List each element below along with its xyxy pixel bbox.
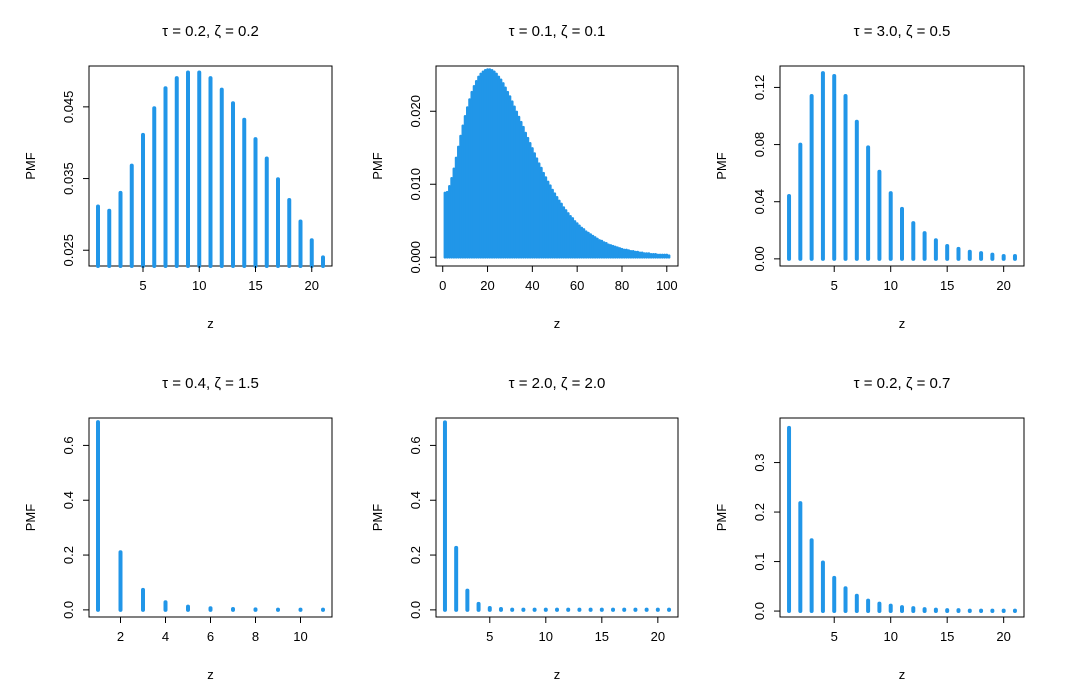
x-tick-label: 10 — [883, 278, 897, 293]
y-tick-label: 0.020 — [408, 95, 423, 128]
panel-5: τ = 2.0, ζ = 2.0 z PMF 5 10 15 20 0.0 0.2 0.4 0… — [370, 375, 679, 682]
y-tick-label: 0.0 — [61, 601, 76, 619]
panel-title: τ = 2.0, ζ = 2.0 — [509, 375, 606, 392]
y-tick-label: 0.6 — [61, 436, 76, 454]
y-tick-label: 0.1 — [752, 553, 767, 571]
bar-series — [442, 420, 672, 612]
x-axis-label: z — [554, 667, 561, 682]
x-tick-label: 20 — [996, 278, 1010, 293]
x-tick-label: 4 — [162, 629, 169, 644]
x-axis-label: z — [207, 667, 214, 682]
x-axis-label: z — [899, 316, 906, 331]
y-axis-label: PMF — [714, 504, 729, 532]
x-tick-label: 0 — [439, 278, 446, 293]
y-tick-label: 0.04 — [752, 189, 767, 214]
y-tick-label: 0.2 — [61, 546, 76, 564]
y-axis-label: PMF — [370, 504, 385, 532]
x-tick-label: 5 — [486, 629, 493, 644]
plot-frame — [88, 417, 333, 618]
x-tick-label: 40 — [525, 278, 539, 293]
x-tick-label: 20 — [480, 278, 494, 293]
y-tick-label: 0.025 — [61, 234, 76, 267]
x-tick-label: 10 — [293, 629, 307, 644]
plot-frame — [435, 65, 679, 267]
plot-frame — [779, 65, 1025, 267]
bar-series — [787, 425, 1017, 614]
panel-title: τ = 0.1, ζ = 0.1 — [509, 23, 606, 40]
plot-frame — [435, 417, 679, 618]
y-tick-label: 0.010 — [408, 168, 423, 201]
bar-series — [787, 71, 1017, 261]
x-tick-label: 15 — [248, 278, 262, 293]
panel-2: τ = 0.1, ζ = 0.1 z PMF 0 20 40 60 80 100 0.000… — [370, 23, 679, 331]
panel-6: τ = 0.2, ζ = 0.7 z PMF 5 10 15 20 0.0 0.1 0.2 0… — [714, 375, 1025, 682]
x-tick-label: 10 — [192, 278, 206, 293]
x-tick-label: 15 — [940, 629, 954, 644]
panel-4: τ = 0.4, ζ = 1.5 z PMF 2 4 6 8 10 0.0 0.2 0.4 0.… — [23, 375, 333, 682]
panel-3: τ = 3.0, ζ = 0.5 z PMF 5 10 15 20 0.00 0.04 0.… — [714, 23, 1025, 331]
x-tick-label: 100 — [656, 278, 678, 293]
x-tick-label: 5 — [139, 278, 146, 293]
y-axis-label: PMF — [23, 504, 38, 532]
y-tick-label: 0.2 — [752, 503, 767, 521]
bar-series — [443, 68, 671, 259]
y-tick-label: 0.045 — [61, 91, 76, 124]
y-tick-label: 0.0 — [752, 602, 767, 620]
x-axis-label: z — [554, 316, 561, 331]
y-tick-label: 0.6 — [408, 436, 423, 454]
x-tick-label: 10 — [539, 629, 553, 644]
y-tick-label: 0.12 — [752, 75, 767, 100]
y-axis-label: PMF — [714, 152, 729, 180]
panel-1: τ = 0.2, ζ = 0.2 z PMF 5 10 15 20 0.025 0.035… — [23, 23, 333, 331]
x-tick-label: 10 — [883, 629, 897, 644]
x-tick-label: 15 — [940, 278, 954, 293]
panel-title: τ = 0.4, ζ = 1.5 — [162, 375, 259, 392]
x-tick-label: 5 — [831, 278, 838, 293]
x-tick-label: 80 — [615, 278, 629, 293]
x-tick-label: 20 — [651, 629, 665, 644]
bar-series — [96, 70, 325, 268]
x-axis-label: z — [899, 667, 906, 682]
x-tick-label: 8 — [252, 629, 259, 644]
panel-title: τ = 3.0, ζ = 0.5 — [854, 23, 951, 40]
y-tick-label: 0.4 — [408, 491, 423, 509]
panel-title: τ = 0.2, ζ = 0.7 — [854, 375, 951, 392]
y-axis-label: PMF — [370, 152, 385, 180]
x-axis-label: z — [207, 316, 214, 331]
x-tick-label: 20 — [305, 278, 319, 293]
y-axis-label: PMF — [23, 152, 38, 180]
y-tick-label: 0.3 — [752, 454, 767, 472]
x-tick-label: 20 — [996, 629, 1010, 644]
y-tick-label: 0.08 — [752, 132, 767, 157]
y-tick-label: 0.00 — [752, 246, 767, 271]
plot-frame — [779, 417, 1025, 618]
x-tick-label: 2 — [117, 629, 124, 644]
x-tick-label: 5 — [831, 629, 838, 644]
y-tick-label: 0.035 — [61, 162, 76, 195]
x-tick-label: 60 — [570, 278, 584, 293]
y-tick-label: 0.4 — [61, 491, 76, 509]
y-tick-label: 0.2 — [408, 546, 423, 564]
bar-series — [96, 420, 325, 612]
x-tick-label: 15 — [595, 629, 609, 644]
x-tick-label: 6 — [207, 629, 214, 644]
y-tick-label: 0.0 — [408, 601, 423, 619]
panel-title: τ = 0.2, ζ = 0.2 — [162, 23, 259, 40]
y-tick-label: 0.000 — [408, 241, 423, 274]
